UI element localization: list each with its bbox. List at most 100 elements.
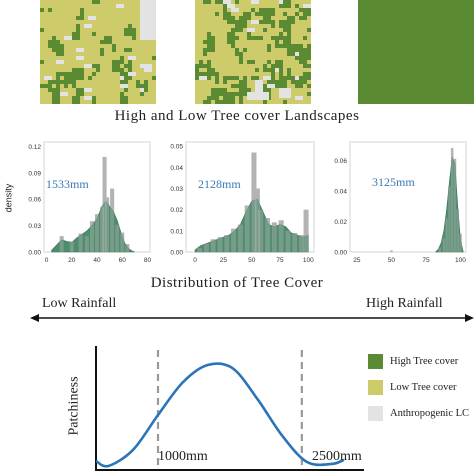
density-axis-label: density bbox=[3, 183, 14, 213]
tree-patch bbox=[259, 8, 263, 12]
tree-patch bbox=[124, 28, 128, 32]
tree-patch bbox=[307, 28, 311, 32]
tree-patch bbox=[100, 52, 104, 56]
histogram-bar-overlay bbox=[285, 230, 291, 252]
tree-patch bbox=[124, 80, 128, 84]
tree-patch bbox=[207, 32, 211, 36]
tree-patch bbox=[299, 76, 303, 80]
tree-patch bbox=[231, 44, 235, 48]
tree-patch bbox=[108, 36, 112, 40]
histogram-bar-overlay bbox=[197, 247, 203, 252]
x-tick-label: 25 bbox=[353, 257, 361, 264]
rainfall-label-1533: 1533mm bbox=[46, 177, 89, 191]
histogram-bar-overlay bbox=[100, 207, 105, 252]
tree-patch bbox=[227, 32, 231, 36]
tree-patch bbox=[267, 16, 271, 20]
tree-patch bbox=[56, 72, 60, 76]
landscapes-title: High and Low Tree cover Landscapes bbox=[114, 108, 360, 124]
tree-patch bbox=[64, 72, 68, 76]
tree-patch bbox=[239, 60, 243, 64]
tree-patch bbox=[203, 72, 207, 76]
tree-patch bbox=[247, 32, 251, 36]
tree-patch bbox=[195, 76, 199, 80]
tree-patch bbox=[275, 84, 279, 88]
tree-patch bbox=[239, 20, 243, 24]
tree-patch bbox=[239, 96, 243, 100]
tree-patch bbox=[227, 40, 231, 44]
tree-patch bbox=[128, 32, 132, 36]
tree-patch bbox=[307, 84, 311, 88]
tree-patch bbox=[307, 48, 311, 52]
tree-patch bbox=[275, 60, 279, 64]
y-tick-label: 0.06 bbox=[28, 197, 41, 204]
tree-patch bbox=[72, 68, 76, 72]
tree-patch bbox=[211, 72, 215, 76]
tree-patch bbox=[40, 60, 44, 64]
plot-frame bbox=[349, 141, 467, 253]
tree-patch bbox=[227, 92, 231, 96]
tree-patch bbox=[307, 8, 311, 12]
y-tick-label: 0.02 bbox=[334, 219, 347, 226]
tree-patch bbox=[235, 36, 239, 40]
tree-patch bbox=[72, 100, 76, 104]
patchiness-chart bbox=[95, 346, 364, 471]
tree-patch bbox=[275, 36, 279, 40]
y-tick-label: 0.03 bbox=[28, 223, 41, 230]
tree-patch bbox=[271, 72, 275, 76]
tree-patch bbox=[243, 76, 247, 80]
tree-patch bbox=[279, 72, 283, 76]
tree-patch bbox=[207, 0, 211, 4]
tree-patch bbox=[231, 84, 235, 88]
tree-patch bbox=[44, 84, 48, 88]
tree-patch bbox=[283, 4, 287, 8]
tree-patch bbox=[295, 80, 299, 84]
tree-patch bbox=[283, 12, 287, 16]
tree-patch bbox=[207, 44, 211, 48]
tree-patch bbox=[223, 88, 227, 92]
tree-patch bbox=[56, 84, 60, 88]
histogram-bar-overlay bbox=[299, 235, 305, 252]
tree-patch bbox=[295, 48, 299, 52]
tree-patch bbox=[287, 76, 291, 80]
tree-patch bbox=[215, 80, 219, 84]
tree-patch bbox=[207, 60, 211, 64]
tree-patch bbox=[132, 32, 136, 36]
tree-patch bbox=[303, 64, 307, 68]
tree-patch bbox=[76, 72, 80, 76]
anthropogenic-patch bbox=[56, 60, 64, 64]
x-tick-label: 75 bbox=[422, 257, 430, 264]
tree-patch bbox=[271, 8, 275, 12]
tree-patch bbox=[144, 88, 148, 92]
tree-patch bbox=[215, 12, 219, 16]
anthropogenic-patch bbox=[76, 56, 84, 60]
anthropogenic-patch bbox=[247, 28, 255, 32]
tree-patch bbox=[120, 72, 124, 76]
tree-patch bbox=[263, 100, 267, 104]
x-tick-label: 50 bbox=[248, 257, 256, 264]
tree-patch bbox=[56, 52, 60, 56]
patchiness-curve bbox=[95, 362, 345, 468]
tree-patch bbox=[88, 76, 92, 80]
tree-patch bbox=[283, 84, 287, 88]
histogram-bar-overlay bbox=[251, 152, 257, 252]
x-tick-label: 100 bbox=[455, 257, 466, 264]
tree-patch bbox=[239, 92, 243, 96]
x-tick-label: 60 bbox=[119, 257, 127, 264]
tree-patch bbox=[275, 44, 279, 48]
tree-patch bbox=[80, 68, 84, 72]
tree-patch bbox=[52, 36, 56, 40]
y-tick-label: 0.02 bbox=[170, 207, 183, 214]
tree-patch bbox=[72, 96, 76, 100]
tree-patch bbox=[215, 88, 219, 92]
tree-patch bbox=[76, 100, 80, 104]
tree-patch bbox=[227, 20, 231, 24]
tree-patch bbox=[207, 100, 211, 104]
tree-patch bbox=[207, 64, 211, 68]
tree-patch bbox=[239, 100, 243, 104]
tree-patch bbox=[56, 88, 60, 92]
tree-patch bbox=[239, 84, 243, 88]
tree-patch bbox=[223, 96, 227, 100]
tree-patch bbox=[116, 68, 120, 72]
tree-patch bbox=[203, 48, 207, 52]
histogram-bar-overlay bbox=[278, 220, 284, 252]
